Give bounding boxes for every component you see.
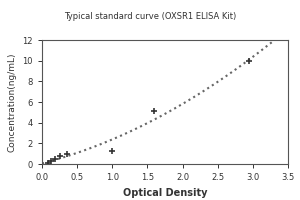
Y-axis label: Concentration(ng/mL): Concentration(ng/mL) xyxy=(8,52,17,152)
X-axis label: Optical Density: Optical Density xyxy=(123,188,207,198)
Text: Typical standard curve (OXSR1 ELISA Kit): Typical standard curve (OXSR1 ELISA Kit) xyxy=(64,12,236,21)
